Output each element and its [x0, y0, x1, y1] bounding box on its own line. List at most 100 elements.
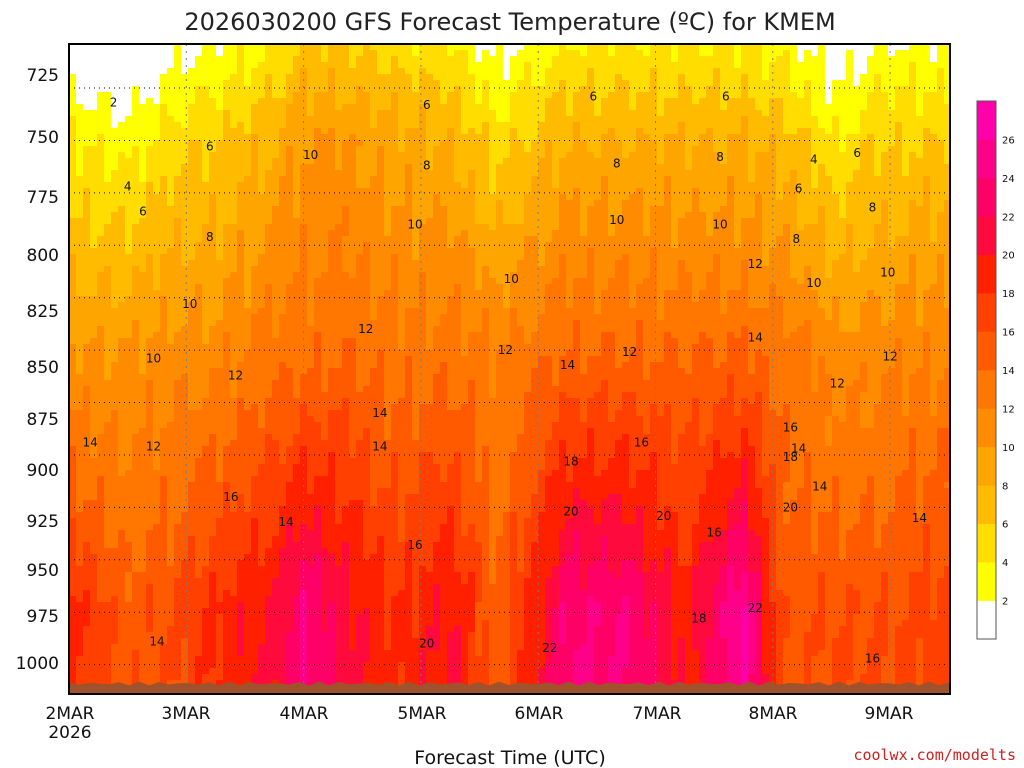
heat-cell [202, 350, 210, 357]
heat-cell [251, 518, 259, 525]
heat-cell [125, 206, 133, 213]
heat-cell [111, 92, 119, 99]
heat-cell [104, 536, 112, 543]
heat-cell [307, 512, 315, 519]
heat-cell [104, 230, 112, 237]
heat-cell [76, 74, 84, 81]
heat-cell [328, 674, 336, 681]
heat-cell [139, 584, 147, 591]
heat-cell [111, 44, 119, 51]
heat-cell [356, 122, 364, 129]
heat-cell [97, 422, 105, 429]
heat-cell [83, 236, 91, 243]
heat-cell [174, 518, 182, 525]
heat-cell [195, 302, 203, 309]
heat-cell [181, 266, 189, 273]
heat-cell [258, 404, 266, 411]
heat-cell [377, 314, 385, 321]
heat-cell [104, 254, 112, 261]
heat-cell [335, 332, 343, 339]
heat-cell [139, 482, 147, 489]
heat-cell [125, 614, 133, 621]
heat-cell [188, 638, 196, 645]
heat-cell [188, 590, 196, 597]
heat-cell [370, 344, 378, 351]
heat-cell [342, 314, 350, 321]
heat-cell [104, 350, 112, 357]
heat-cell [342, 56, 350, 63]
heat-cell [356, 638, 364, 645]
heat-cell [76, 560, 84, 567]
heat-cell [328, 332, 336, 339]
heat-cell [230, 476, 238, 483]
heat-cell [328, 428, 336, 435]
heat-cell [356, 392, 364, 399]
heat-cell [272, 536, 280, 543]
heat-cell [279, 176, 287, 183]
heat-cell [209, 650, 217, 657]
heat-cell [265, 422, 273, 429]
heat-cell [363, 422, 371, 429]
heat-cell [335, 386, 343, 393]
heat-cell [146, 254, 154, 261]
heat-cell [139, 110, 147, 117]
heat-cell [118, 368, 126, 375]
heat-cell [167, 356, 175, 363]
heat-cell [111, 266, 119, 273]
heat-cell [363, 512, 371, 519]
heat-cell [153, 476, 161, 483]
heat-cell [132, 626, 140, 633]
heat-cell [174, 212, 182, 219]
heat-cell [265, 440, 273, 447]
heat-cell [76, 590, 84, 597]
heat-cell [202, 266, 210, 273]
heat-cell [97, 458, 105, 465]
heat-cell [160, 608, 168, 615]
heat-cell [167, 386, 175, 393]
heat-cell [202, 110, 210, 117]
heat-cell [76, 524, 84, 531]
heat-cell [153, 638, 161, 645]
heat-cell [251, 368, 259, 375]
heat-cell [76, 62, 84, 69]
heat-cell [384, 578, 392, 585]
heat-cell [258, 626, 266, 633]
heat-cell [132, 302, 140, 309]
heat-cell [195, 110, 203, 117]
heat-cell [370, 188, 378, 195]
heat-cell [188, 200, 196, 207]
heat-cell [174, 326, 182, 333]
heat-cell [321, 224, 329, 231]
heat-cell [202, 176, 210, 183]
heat-cell [279, 218, 287, 225]
heat-cell [335, 572, 343, 579]
heat-cell [174, 278, 182, 285]
heat-cell [314, 590, 322, 597]
heat-cell [307, 116, 315, 123]
heat-cell [202, 392, 210, 399]
heat-cell [363, 170, 371, 177]
heat-cell [195, 398, 203, 405]
heat-cell [195, 536, 203, 543]
heat-cell [181, 230, 189, 237]
heat-cell [174, 404, 182, 411]
heat-cell [132, 242, 140, 249]
heat-cell [356, 338, 364, 345]
heat-cell [90, 416, 98, 423]
heat-cell [349, 116, 357, 123]
heat-cell [293, 542, 301, 549]
heat-cell [174, 386, 182, 393]
heat-cell [181, 404, 189, 411]
heat-cell [188, 386, 196, 393]
heat-cell [132, 176, 140, 183]
heat-cell [286, 674, 294, 681]
heat-cell [230, 596, 238, 603]
heat-cell [223, 662, 231, 669]
heat-cell [370, 602, 378, 609]
heat-cell [244, 296, 252, 303]
heat-cell [258, 440, 266, 447]
heat-cell [209, 368, 217, 375]
heat-cell [328, 362, 336, 369]
heat-cell [167, 242, 175, 249]
heat-cell [286, 656, 294, 663]
